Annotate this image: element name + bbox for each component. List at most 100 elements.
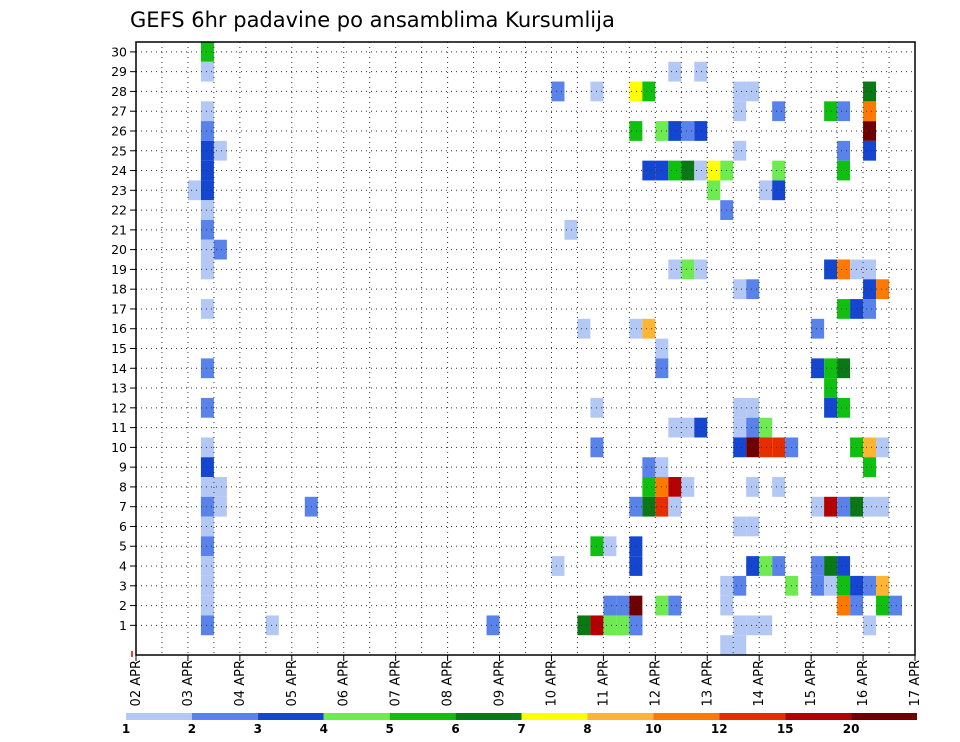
y-tick-label: 16	[111, 321, 127, 336]
heatmap-cell	[200, 160, 214, 181]
x-tick-label: 02 APR	[129, 660, 144, 706]
x-tick-label: 07 APR	[389, 660, 404, 706]
heatmap-cell	[863, 279, 877, 300]
heatmap-cell	[577, 615, 591, 636]
x-tick-label: 10 APR	[544, 660, 559, 706]
heatmap-cell	[681, 121, 695, 141]
x-tick-label: 17 APR	[908, 660, 923, 706]
heatmap-cell	[824, 556, 838, 576]
heatmap-cell	[200, 516, 214, 537]
heatmap-cell	[486, 615, 500, 636]
y-tick-label: 20	[111, 242, 127, 257]
heatmap-cell	[616, 615, 630, 636]
heatmap-cell	[200, 457, 214, 478]
y-tick-label: 5	[119, 539, 127, 554]
heatmap-cell	[694, 61, 708, 82]
heatmap-cell	[863, 437, 877, 458]
heatmap-cell	[200, 397, 214, 418]
legend-label: 2	[188, 722, 196, 736]
heatmap-cell	[733, 437, 747, 458]
legend-label: 5	[385, 722, 393, 736]
heatmap-cell	[863, 259, 877, 280]
heatmap-cell	[876, 496, 890, 517]
heatmap-cell	[772, 556, 786, 576]
heatmap-cell	[200, 575, 214, 596]
y-tick-label: 9	[119, 460, 127, 475]
heatmap-cell	[551, 81, 565, 102]
heatmap-cell	[616, 595, 630, 616]
heatmap-cell	[694, 259, 708, 280]
y-tick-label: 15	[111, 341, 127, 356]
y-tick-label: 24	[111, 163, 127, 178]
heatmap-cell	[577, 318, 591, 339]
heatmap-cell	[733, 81, 747, 102]
x-tick-label: 09 APR	[493, 660, 508, 706]
heatmap-cell	[200, 299, 214, 319]
heatmap-cell	[200, 437, 214, 458]
heatmap-cell	[837, 101, 851, 122]
legend-label: 20	[843, 722, 860, 736]
heatmap-cell	[733, 635, 747, 655]
heatmap-cell	[668, 496, 682, 517]
legend-swatch	[323, 713, 390, 720]
legend-swatch	[389, 713, 456, 720]
heatmap-cell	[720, 635, 734, 655]
heatmap-cell	[200, 61, 214, 82]
heatmap-cell	[629, 81, 643, 102]
y-tick-label: 6	[119, 519, 127, 534]
heatmap-cell	[200, 358, 214, 379]
heatmap-cell	[681, 417, 695, 438]
y-tick-label: 12	[111, 400, 127, 415]
legend-label: 4	[320, 722, 328, 736]
heatmap-cell	[629, 536, 643, 557]
legend-swatch	[455, 713, 522, 720]
heatmap-cell	[824, 575, 838, 596]
heatmap-cell	[837, 496, 851, 517]
heatmap-cell	[629, 556, 643, 576]
y-tick-label: 27	[111, 104, 127, 119]
heatmap-cell	[746, 615, 760, 636]
legend-swatch	[191, 713, 258, 720]
heatmap-cell	[837, 140, 851, 161]
heatmap-cell	[551, 556, 565, 576]
heatmap-cell	[733, 417, 747, 438]
heatmap-cell	[200, 101, 214, 122]
heatmap-cell	[889, 595, 903, 616]
heatmap-cell	[837, 259, 851, 280]
heatmap-cell	[863, 496, 877, 517]
y-tick-label: 21	[111, 222, 127, 237]
heatmap-cell	[746, 81, 760, 102]
heatmap-cell	[694, 160, 708, 181]
heatmap-cell	[759, 417, 773, 438]
heatmap-cell	[746, 516, 760, 537]
y-tick-label: 22	[111, 203, 127, 218]
x-tick-label: 13 APR	[700, 660, 715, 706]
y-tick-label: 29	[111, 64, 127, 79]
heatmap-cell	[642, 160, 656, 181]
legend-label: 12	[711, 722, 728, 736]
heatmap-cell	[733, 397, 747, 418]
heatmap-cell	[824, 496, 838, 517]
heatmap-cell	[694, 417, 708, 438]
heatmap-cell	[876, 575, 890, 596]
heatmap-cell	[811, 496, 825, 517]
heatmap-cell	[213, 477, 227, 497]
heatmap-cell	[876, 437, 890, 458]
y-tick-label: 14	[111, 361, 127, 376]
heatmap-cell	[746, 556, 760, 576]
heatmap-cell	[668, 160, 682, 181]
y-tick-label: 7	[119, 499, 127, 514]
heatmap-cell	[876, 279, 890, 300]
heatmap-cell	[200, 121, 214, 141]
grid-lines	[136, 42, 915, 655]
heatmap-cell	[629, 318, 643, 339]
heatmap-cell	[213, 239, 227, 260]
legend-label: 6	[451, 722, 459, 736]
heatmap-cell	[733, 101, 747, 122]
y-tick-label: 8	[119, 479, 127, 494]
heatmap-cell	[863, 81, 877, 102]
heatmap-cell	[772, 180, 786, 201]
heatmap-cells	[187, 42, 903, 655]
x-tick-label: 05 APR	[285, 660, 300, 706]
x-tick-label: 14 APR	[752, 660, 767, 706]
